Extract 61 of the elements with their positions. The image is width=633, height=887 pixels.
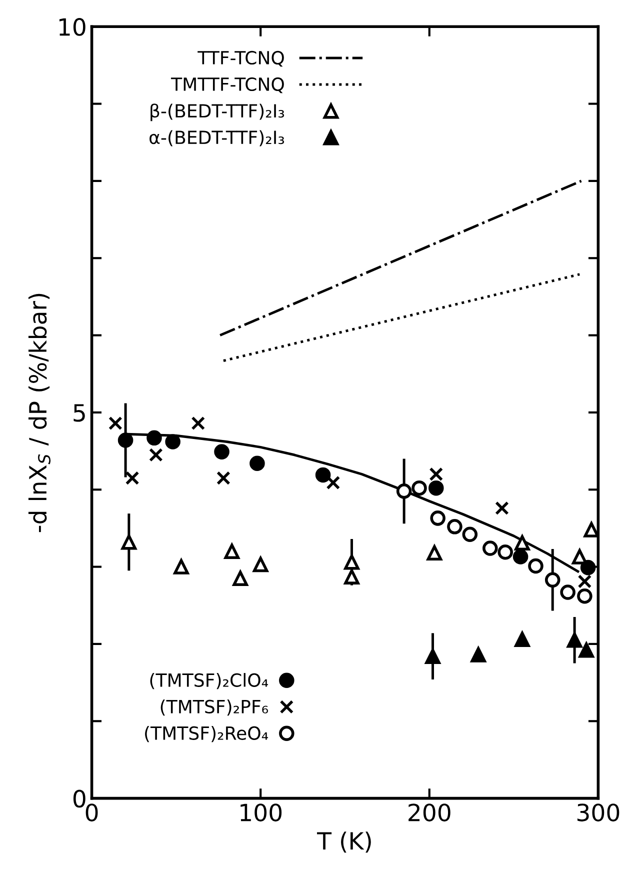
point <box>577 588 592 604</box>
point <box>425 648 440 664</box>
point <box>412 480 427 496</box>
x-axis-title: T (K) <box>317 832 371 853</box>
x-tick-label: 100 <box>240 804 282 822</box>
point <box>495 501 509 516</box>
point <box>429 467 444 482</box>
y-tick-label: 0 <box>73 790 86 808</box>
point <box>344 554 360 570</box>
x-tick-label: 200 <box>408 804 450 822</box>
point <box>528 558 544 574</box>
point <box>578 642 594 658</box>
y-axis-title: -d lnX$_{S}$ / dP (%/kbar) <box>28 294 51 532</box>
point <box>232 570 248 586</box>
point <box>584 522 598 538</box>
point <box>430 510 446 526</box>
point <box>214 444 230 460</box>
point <box>326 476 340 490</box>
point <box>118 432 134 448</box>
point <box>426 545 442 561</box>
point <box>566 632 582 648</box>
legend-label: β-(BEDT-TTF)₂I₃ <box>150 104 284 122</box>
legend-label: (TMTSF)₂ClO₄ <box>150 672 268 690</box>
point <box>344 569 360 584</box>
point <box>514 535 530 551</box>
point <box>121 534 137 550</box>
point <box>174 559 189 574</box>
legend-label: TMTTF-TCNQ <box>170 77 284 94</box>
point <box>108 416 122 430</box>
point <box>224 544 240 559</box>
legend-label: (TMTSF)₂PF₆ <box>160 700 268 716</box>
y-tick-label: 5 <box>74 404 85 422</box>
point <box>580 560 596 576</box>
point <box>252 556 268 572</box>
point <box>146 430 162 446</box>
point <box>572 549 588 564</box>
legend-label: α-(BEDT-TTF)₂I₃ <box>150 130 284 146</box>
point <box>514 632 530 647</box>
point <box>462 526 478 542</box>
point <box>447 519 462 534</box>
y-tick-label: 10 <box>59 18 86 36</box>
point <box>315 467 331 483</box>
point <box>544 572 560 588</box>
point <box>498 544 513 560</box>
x-tick-label: 300 <box>577 804 620 822</box>
point <box>396 484 412 499</box>
point <box>482 540 498 556</box>
point <box>165 434 180 450</box>
x-tick-label: 0 <box>86 804 98 822</box>
point <box>191 416 206 430</box>
point <box>428 480 444 496</box>
legend-label: TTF-TCNQ <box>198 50 284 67</box>
point <box>148 448 163 462</box>
point <box>578 574 592 588</box>
point <box>216 471 230 485</box>
point <box>250 456 265 472</box>
point <box>470 647 486 662</box>
legend-label: (TMTSF)₂ReO₄ <box>145 726 268 742</box>
point <box>560 584 576 600</box>
point <box>512 549 528 564</box>
point <box>125 471 140 485</box>
